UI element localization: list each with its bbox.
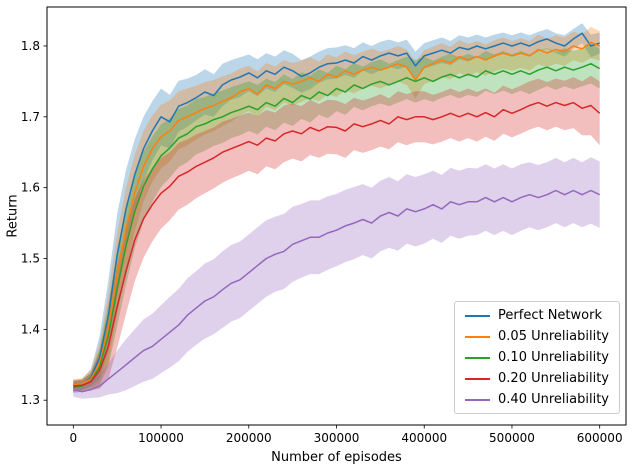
legend-item: 0.05 Unreliability — [465, 329, 609, 344]
legend-item: Perfect Network — [465, 308, 609, 323]
series-line-0-40-unreliability — [73, 189, 601, 393]
y-tick-label: 1.6 — [21, 181, 40, 195]
legend-label: 0.20 Unreliability — [498, 371, 609, 386]
x-tick-label: 0 — [69, 431, 77, 445]
y-tick-label: 1.5 — [21, 252, 40, 266]
x-tick-label: 400000 — [401, 431, 447, 445]
legend-line-sample — [465, 314, 491, 317]
y-tick-label: 1.4 — [21, 322, 40, 336]
series-line-0-10-unreliability — [73, 62, 601, 389]
series-line-0-05-unreliability — [73, 41, 600, 386]
legend-item: 0.10 Unreliability — [465, 350, 609, 365]
legend-line-sample — [465, 356, 491, 359]
x-tick-label: 600000 — [577, 431, 623, 445]
x-axis-label: Number of episodes — [271, 450, 402, 465]
confidence-band-0-05-unreliability — [73, 26, 600, 391]
x-tick-label: 100000 — [138, 431, 184, 445]
x-tick-label: 500000 — [489, 431, 535, 445]
series-line-0-20-unreliability — [73, 101, 601, 387]
y-tick-label: 1.7 — [21, 110, 40, 124]
y-tick-label: 1.8 — [21, 39, 40, 53]
legend-label: Perfect Network — [498, 308, 602, 323]
legend-item: 0.40 Unreliability — [465, 392, 609, 407]
x-tick-label: 200000 — [226, 431, 272, 445]
confidence-band-0-20-unreliability — [73, 75, 600, 392]
legend-line-sample — [465, 377, 491, 380]
legend-item: 0.20 Unreliability — [465, 371, 609, 386]
legend-line-sample — [465, 335, 491, 338]
y-axis-label: Return — [5, 194, 21, 238]
legend-label: 0.40 Unreliability — [498, 392, 609, 407]
x-tick-label: 300000 — [314, 431, 360, 445]
y-tick-label: 1.3 — [21, 393, 40, 407]
legend: Perfect Network 0.05 Unreliability 0.10 Un… — [454, 301, 620, 414]
legend-label: 0.05 Unreliability — [498, 329, 609, 344]
series-line-perfect-network — [73, 32, 600, 387]
confidence-band-0-40-unreliability — [73, 157, 600, 399]
confidence-band-0-10-unreliability — [73, 43, 600, 394]
legend-line-sample — [465, 398, 491, 401]
legend-label: 0.10 Unreliability — [498, 350, 609, 365]
